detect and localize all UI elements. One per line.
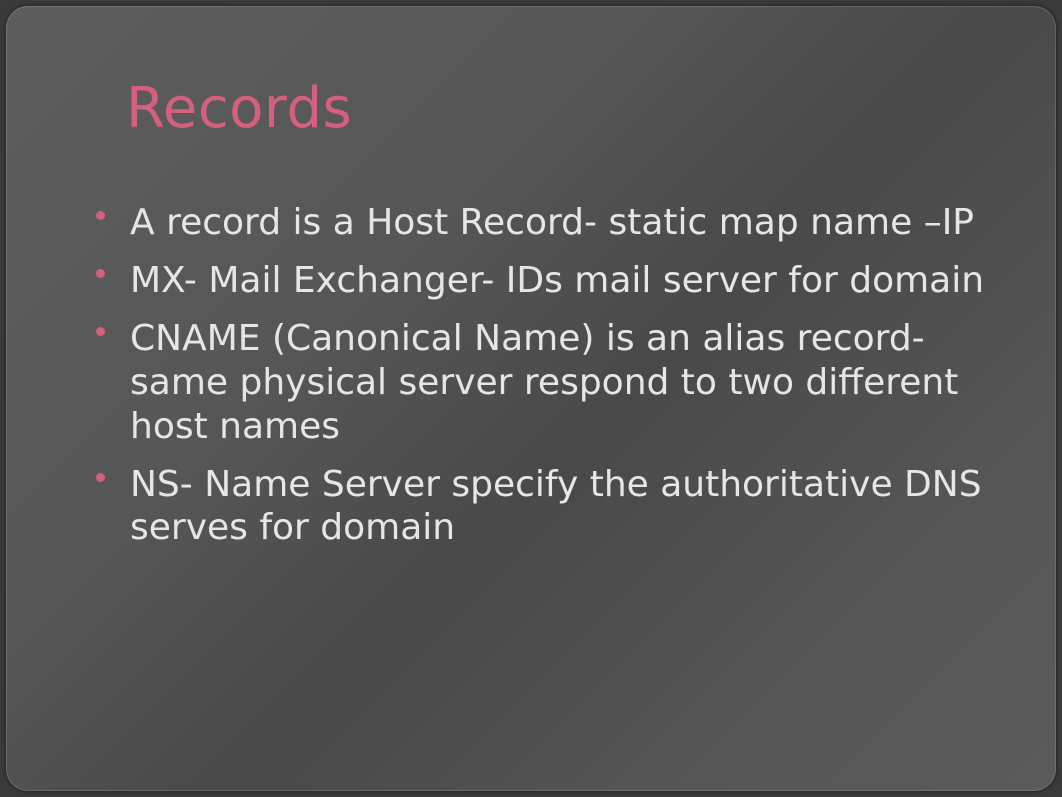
bullet-text: MX- Mail Exchanger- IDs mail server for … (130, 260, 984, 301)
bullet-list: A record is a Host Record- static map na… (86, 201, 996, 550)
slide-title: Records (126, 76, 352, 141)
list-item: MX- Mail Exchanger- IDs mail server for … (86, 259, 996, 303)
list-item: NS- Name Server specify the authoritativ… (86, 463, 996, 551)
slide: Records A record is a Host Record- stati… (6, 6, 1056, 791)
bullet-text: A record is a Host Record- static map na… (130, 202, 974, 243)
list-item: CNAME (Canonical Name) is an alias recor… (86, 317, 996, 449)
list-item: A record is a Host Record- static map na… (86, 201, 996, 245)
bullet-text: CNAME (Canonical Name) is an alias recor… (130, 318, 958, 447)
slide-body: A record is a Host Record- static map na… (86, 201, 996, 564)
bullet-text: NS- Name Server specify the authoritativ… (130, 464, 982, 549)
